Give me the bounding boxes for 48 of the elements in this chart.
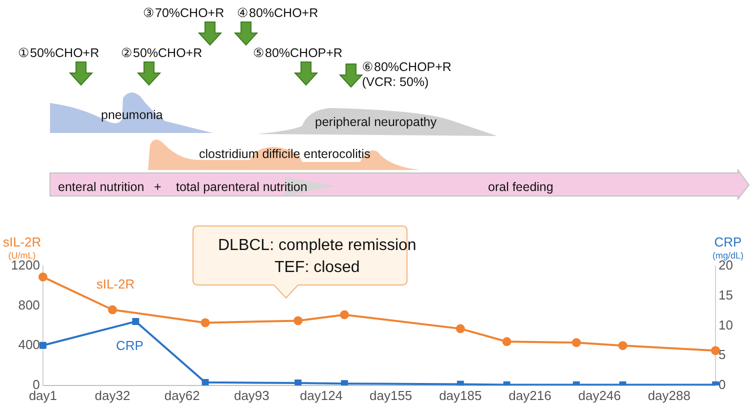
text: ④80%CHO+R bbox=[237, 6, 318, 21]
text: peripheral neuropathy bbox=[315, 115, 437, 130]
text: pneumonia bbox=[101, 108, 163, 123]
point bbox=[572, 338, 581, 348]
y2-tick-label: 15 bbox=[718, 287, 734, 302]
y-axis-title: sIL-2R (U/mL) bbox=[2, 234, 42, 260]
x-tick-label: day62 bbox=[164, 388, 200, 403]
text: total parenteral nutrition bbox=[176, 180, 308, 195]
point bbox=[38, 272, 48, 282]
point bbox=[456, 324, 465, 334]
point bbox=[340, 380, 348, 386]
x-tick-label: day246 bbox=[578, 388, 621, 403]
x-tick-label: day124 bbox=[300, 388, 343, 403]
text: ③70%CHO+R bbox=[143, 6, 224, 21]
text: oral feeding bbox=[488, 180, 554, 195]
point bbox=[340, 310, 349, 320]
text: ①50%CHO+R bbox=[18, 46, 100, 61]
x-tick-label: day155 bbox=[370, 388, 412, 403]
text: ⑤80%CHOP+R bbox=[253, 46, 342, 61]
y2-tick-label: 5 bbox=[718, 347, 726, 362]
x-tick-label: day93 bbox=[234, 388, 270, 403]
point bbox=[39, 342, 46, 349]
text: clostridium difficile enterocolitis bbox=[199, 147, 370, 162]
y-tick-label: 800 bbox=[18, 297, 40, 312]
annotation: DLBCL: complete remission TEF: closed bbox=[218, 236, 416, 278]
point bbox=[294, 316, 303, 326]
point bbox=[132, 318, 140, 325]
y-tick-label: 400 bbox=[18, 337, 40, 352]
text: ⑥80%CHOP+R (VCR: 50%) bbox=[362, 60, 452, 90]
point bbox=[108, 305, 117, 314]
text: enteral nutrition bbox=[58, 180, 144, 195]
point bbox=[202, 378, 209, 386]
x-tick-label: day288 bbox=[648, 388, 690, 403]
x-tick-label: day32 bbox=[94, 388, 130, 403]
text: + bbox=[154, 180, 162, 195]
y2-tick-label: 0 bbox=[718, 376, 726, 392]
x-tick-label: day216 bbox=[508, 388, 552, 403]
y2-axis-title: CRP (mg/dL) bbox=[712, 234, 744, 260]
series-label: CRP bbox=[116, 338, 144, 354]
text: ②50%CHO+R bbox=[121, 46, 202, 61]
series-label: sIL-2R bbox=[96, 276, 135, 292]
point bbox=[618, 341, 628, 350]
point bbox=[294, 380, 302, 386]
point bbox=[200, 318, 210, 328]
point bbox=[711, 346, 720, 356]
y2-tick-label: 10 bbox=[718, 317, 734, 332]
point bbox=[502, 337, 512, 346]
x-tick-label: day185 bbox=[439, 388, 482, 403]
